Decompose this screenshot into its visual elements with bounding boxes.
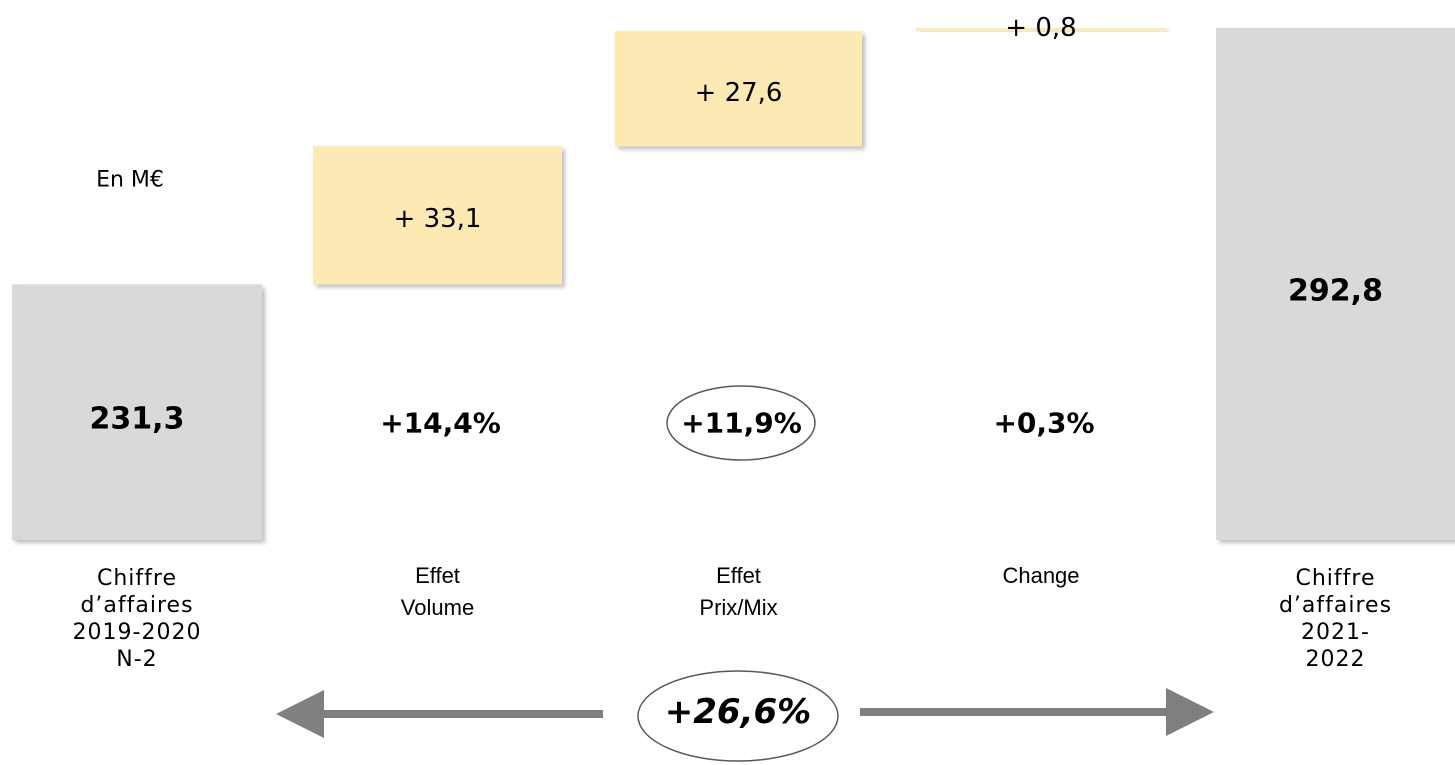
bar bbox=[313, 146, 562, 285]
change-label: +14,4% bbox=[380, 406, 501, 440]
change-label: +11,9% bbox=[681, 406, 802, 440]
value-label: + 33,1 bbox=[393, 204, 482, 235]
highlight-ellipse bbox=[666, 385, 816, 461]
bar bbox=[916, 27, 1166, 32]
bar bbox=[1216, 27, 1455, 540]
x-tick-label: Change bbox=[1002, 563, 1080, 588]
x-tick-label: Chiffre d’affaires 2019-2020 N-2 bbox=[72, 566, 202, 672]
x-tick-label: Chiffre d’affaires 2021-2022 bbox=[1278, 566, 1393, 672]
x-tick-label: Effet Prix/Mix bbox=[699, 563, 778, 620]
change-label: +0,3% bbox=[993, 406, 1095, 440]
value-label: 292,8 bbox=[1288, 273, 1383, 309]
bar bbox=[615, 31, 862, 147]
value-label: + 27,6 bbox=[694, 77, 783, 108]
value-label: + 0,8 bbox=[1005, 12, 1077, 43]
total-change: +26,6% bbox=[664, 692, 812, 732]
bar bbox=[12, 284, 262, 540]
unit-label: En M€ bbox=[96, 167, 164, 193]
x-tick-label: Effet Volume bbox=[400, 563, 475, 620]
value-label: 231,3 bbox=[89, 401, 185, 437]
total-ellipse bbox=[637, 670, 839, 762]
